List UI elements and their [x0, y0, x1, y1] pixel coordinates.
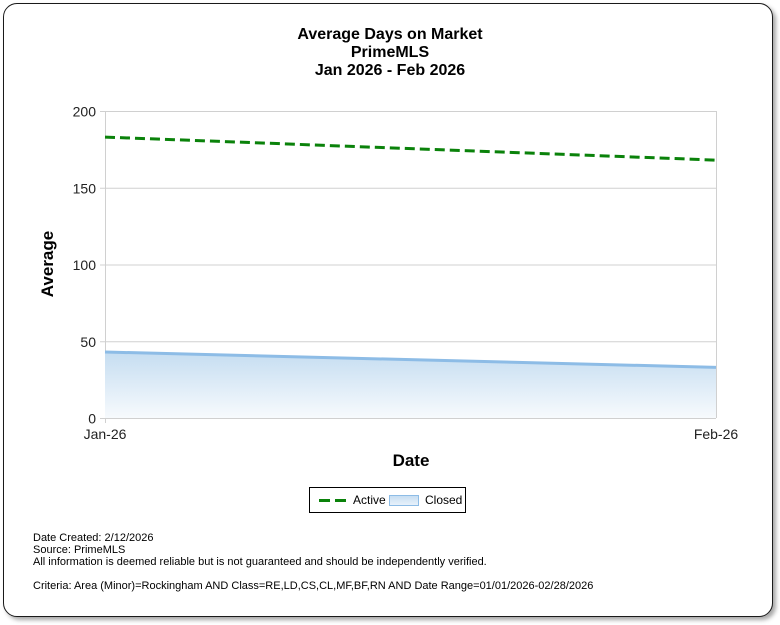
- gridlines: [100, 111, 717, 423]
- dashed-line-swatch-icon: [319, 498, 347, 502]
- y-tick-label: 150: [73, 180, 97, 196]
- chart-title: Average Days on Market: [297, 26, 483, 43]
- chart-subtitle: PrimeMLS: [350, 44, 430, 61]
- y-tick-label: 200: [73, 104, 97, 120]
- chart-frame: [3, 3, 773, 617]
- legend-item-closed: Closed: [389, 493, 462, 507]
- chart-date-range: Jan 2026 - Feb 2026: [314, 62, 466, 79]
- disclaimer: All information is deemed reliable but i…: [33, 556, 487, 568]
- criteria: Criteria: Area (Minor)=Rockingham AND Cl…: [33, 580, 594, 592]
- legend-item-active: Active: [319, 493, 386, 507]
- x-axis-ticks: Jan-26 Feb-26: [84, 426, 739, 442]
- series-active-line: [104, 135, 717, 162]
- y-axis-ticks: 0 50 100 150 200: [73, 104, 97, 427]
- x-tick-label: Jan-26: [84, 426, 127, 442]
- series-closed-area: [104, 350, 717, 418]
- legend: Active Closed: [309, 487, 466, 513]
- x-tick-label: Feb-26: [694, 426, 739, 442]
- y-tick-label: 0: [88, 411, 96, 427]
- area-swatch-icon: [389, 494, 419, 506]
- y-tick-label: 50: [80, 334, 96, 350]
- y-axis-title: Average: [38, 231, 57, 297]
- source: Source: PrimeMLS: [33, 544, 126, 556]
- y-tick-label: 100: [73, 257, 97, 273]
- legend-label: Closed: [425, 493, 463, 507]
- date-created: Date Created: 2/12/2026: [33, 532, 154, 544]
- legend-label: Active: [353, 493, 386, 507]
- x-axis-title: Date: [393, 451, 430, 470]
